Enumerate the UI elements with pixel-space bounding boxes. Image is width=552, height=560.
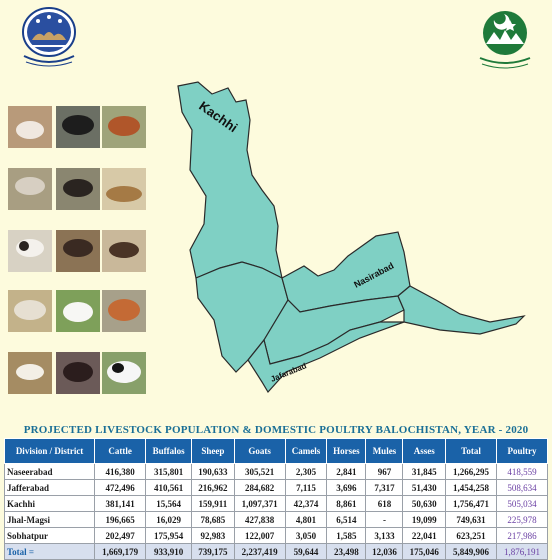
table-row: Kachhi 381,141 15,564 159,911 1,097,371 … [3,495,549,512]
goat-icon [56,352,100,394]
cell-poultry: 508,634 [495,479,549,496]
cell-asses: 51,430 [402,479,447,496]
cell-total: 1,266,295 [445,463,497,480]
table-row: Naseerabad 416,380 315,801 190,633 305,5… [3,463,549,480]
goat-icon [56,168,100,210]
col-division: Division / District [3,438,96,464]
cell-poultry: 418,559 [495,463,549,480]
cell-buffalos: 16,029 [145,511,193,528]
cell-buffalos: 410,561 [145,479,193,496]
kachhi-district [177,81,283,280]
sobhatpur-area [397,285,526,335]
table-row: Jhal-Magsi 196,665 16,029 78,685 427,838… [3,511,549,528]
cell-poultry: 217,986 [495,527,549,544]
goat-icon [56,290,100,332]
table-header-row: Division / District Cattle Buffalos Shee… [3,438,549,464]
cell-camels: 4,801 [284,511,328,528]
cell-cattle: 202,497 [94,527,147,544]
cell-cattle: 416,380 [94,463,147,480]
cell-cattle: 381,141 [94,495,147,512]
cell-buffalos: 15,564 [145,495,193,512]
dera-bugti-tip [247,321,405,394]
cell-goats: 427,838 [233,511,286,528]
goat-icon [56,230,100,272]
col-mules: Mules [365,438,404,464]
col-cattle: Cattle [94,438,147,464]
cell-mules: 618 [365,495,404,512]
cell-cattle: 196,665 [94,511,147,528]
cell-district: Jafferabad [3,479,96,496]
cell-sheep: 216,962 [191,479,235,496]
cell-district: Sobhatpur [3,527,96,544]
cell-district: Naseerabad [3,463,96,480]
cell-camels: 2,305 [284,463,328,480]
cell-buffalos: 315,801 [145,463,193,480]
cell-goats: 122,007 [233,527,286,544]
cell-goats: 305,521 [233,463,286,480]
cell-cattle: 472,496 [94,479,147,496]
col-sheep: Sheep [191,438,235,464]
cell-district: Kachhi [3,495,96,512]
camel-icon [8,352,52,394]
cell-mules: 967 [365,463,404,480]
sheep-icon [8,290,52,332]
cell-camels: 3,050 [284,527,328,544]
col-horses: Horses [326,438,367,464]
cell-total: 749,631 [445,511,497,528]
buffalo-icon [56,106,100,148]
cell-poultry: 225,978 [495,511,549,528]
table-title: PROJECTED LIVESTOCK POPULATION & DOMESTI… [23,424,529,436]
table-row: Jafferabad 472,496 410,561 216,962 284,6… [3,479,549,496]
cell-district: Jhal-Magsi [3,511,96,528]
cell-asses: 19,099 [402,511,447,528]
col-buffalos: Buffalos [145,438,193,464]
cell-horses: 3,696 [326,479,367,496]
cell-horses: 2,841 [326,463,367,480]
cell-camels: 7,115 [284,479,328,496]
livestock-table: Division / District Cattle Buffalos Shee… [3,438,549,560]
cell-total: 1,454,258 [445,479,497,496]
sheep-icon [8,168,52,210]
cell-total: 623,251 [445,527,497,544]
cell-buffalos: 175,954 [145,527,193,544]
sheep-icon [102,290,146,332]
camel-icon [102,230,146,272]
cell-asses: 31,845 [402,463,447,480]
cell-mules: - [365,511,404,528]
cell-total: 1,756,471 [445,495,497,512]
cell-goats: 1,097,371 [233,495,286,512]
col-asses: Asses [402,438,447,464]
col-poultry: Poultry [495,438,549,464]
cell-camels: 42,374 [284,495,328,512]
goat-icon [8,230,52,272]
table-row: Sobhatpur 202,497 175,954 92,983 122,007… [3,527,549,544]
cattle-icon [102,106,146,148]
cell-asses: 50,630 [402,495,447,512]
livestock-department-icon [479,11,531,69]
col-total: Total [445,438,497,464]
cell-horses: 8,861 [326,495,367,512]
cell-mules: 7,317 [365,479,404,496]
govt-seal-icon [22,7,76,67]
cell-poultry: 505,034 [495,495,549,512]
camel-herd-icon [102,168,146,210]
cell-asses: 22,041 [402,527,447,544]
cell-horses: 1,585 [326,527,367,544]
col-camels: Camels [284,438,328,464]
cell-horses: 6,514 [326,511,367,528]
cell-mules: 3,133 [365,527,404,544]
camel-icon [8,106,52,148]
map-region [177,81,526,394]
col-goats: Goats [233,438,286,464]
cattle-icon [102,352,146,394]
cell-sheep: 159,911 [191,495,235,512]
cell-sheep: 190,633 [191,463,235,480]
cell-goats: 284,682 [233,479,286,496]
cell-sheep: 78,685 [191,511,235,528]
cell-sheep: 92,983 [191,527,235,544]
